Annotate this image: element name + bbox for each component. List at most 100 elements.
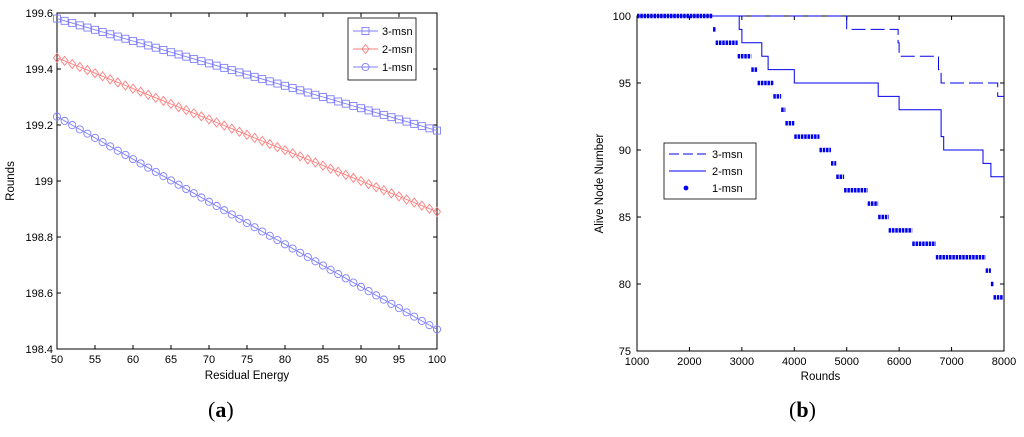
series-line (56, 18, 438, 132)
legend-swatch-marker (683, 185, 689, 191)
data-point (212, 117, 221, 128)
x-tick-label: 60 (127, 354, 139, 366)
series-3-msn (53, 14, 441, 135)
data-point (334, 97, 343, 106)
data-point (349, 172, 358, 184)
data-point (144, 163, 153, 172)
x-tick-label: 5000 (834, 356, 858, 368)
data-point (189, 54, 198, 63)
panel-label-a-letter: a (215, 397, 227, 422)
data-point (394, 191, 404, 202)
data-point (52, 52, 62, 64)
data-point (364, 287, 373, 296)
data-point (197, 57, 206, 66)
data-point (417, 200, 426, 211)
data-point (60, 16, 69, 25)
data-point (83, 64, 92, 76)
data-point (98, 71, 107, 82)
data-point (387, 299, 396, 308)
data-point (182, 104, 191, 116)
data-point (121, 34, 130, 43)
data-point (53, 14, 61, 23)
x-tick-label: 95 (393, 354, 405, 366)
data-point (387, 188, 396, 199)
data-point (379, 295, 388, 304)
series-2-msn (637, 15, 1004, 178)
data-point (410, 197, 419, 208)
data-point (227, 210, 236, 219)
data-point (280, 240, 290, 249)
data-point (235, 214, 244, 223)
y-tick-label: 199.4 (25, 64, 53, 76)
data-point (159, 172, 168, 181)
data-point (174, 180, 183, 189)
y-tick-label: 85 (619, 212, 631, 224)
series-1-msn (52, 112, 442, 334)
x-tick-label: 7000 (939, 356, 963, 368)
data-point (318, 261, 328, 270)
data-point (425, 124, 434, 133)
data-point (129, 37, 137, 45)
data-point (242, 218, 252, 228)
data-point (258, 75, 267, 84)
y-tick-label: 199.6 (25, 8, 53, 20)
data-point (220, 206, 229, 215)
data-point (136, 39, 145, 48)
data-point (311, 257, 320, 266)
legend-swatch-marker (361, 27, 370, 35)
data-point (379, 185, 388, 196)
data-point (212, 61, 221, 70)
data-point (166, 98, 176, 110)
data-point (159, 95, 168, 107)
data-point (258, 135, 267, 147)
data-point (326, 265, 335, 274)
data-point (151, 167, 160, 176)
x-axis-label: Residual Energy (205, 370, 290, 382)
data-point (166, 176, 176, 185)
data-point (106, 74, 115, 85)
data-point (197, 111, 206, 122)
series-3-msn (637, 15, 1004, 97)
legend-b: 3-msn 2-msn 1-msn (663, 142, 757, 200)
data-point (113, 32, 122, 41)
legend-label: 2-msn (382, 44, 413, 56)
y-tick-label: 90 (619, 145, 631, 157)
panel-label-b-letter: b (796, 397, 809, 422)
data-point (83, 23, 92, 32)
data-point (98, 138, 107, 147)
data-point (220, 120, 229, 131)
data-point (395, 115, 403, 124)
series-line (56, 116, 438, 330)
data-point (356, 175, 366, 187)
data-point (372, 181, 381, 193)
data-point (204, 114, 214, 125)
data-point (75, 21, 84, 30)
series-line (637, 15, 1004, 178)
x-tick-label: 85 (317, 354, 329, 366)
data-point (60, 55, 69, 67)
x-tick-label: 2000 (677, 356, 701, 368)
data-point (83, 129, 92, 138)
data-point (242, 129, 252, 141)
y-axis-label: Alive Node Number (594, 133, 606, 233)
data-point (303, 154, 312, 165)
data-point (303, 88, 312, 97)
legend-swatch-marker (361, 43, 370, 55)
data-point (136, 86, 145, 97)
data-point (174, 50, 183, 59)
legend-a: 3-msn 2-msn 1-msn (347, 17, 417, 81)
data-point (296, 248, 305, 257)
data-point (204, 197, 214, 206)
data-point (68, 121, 77, 130)
legend-label: 3-msn (382, 26, 413, 38)
y-tick-label: 95 (619, 78, 631, 90)
data-point (265, 138, 274, 150)
data-point (296, 86, 305, 95)
data-point (98, 28, 107, 36)
y-tick-label: 199 (35, 176, 53, 188)
series-2-msn (52, 52, 442, 218)
data-point (334, 270, 343, 279)
legend-swatch-marker (361, 62, 370, 72)
data-point (90, 133, 100, 142)
